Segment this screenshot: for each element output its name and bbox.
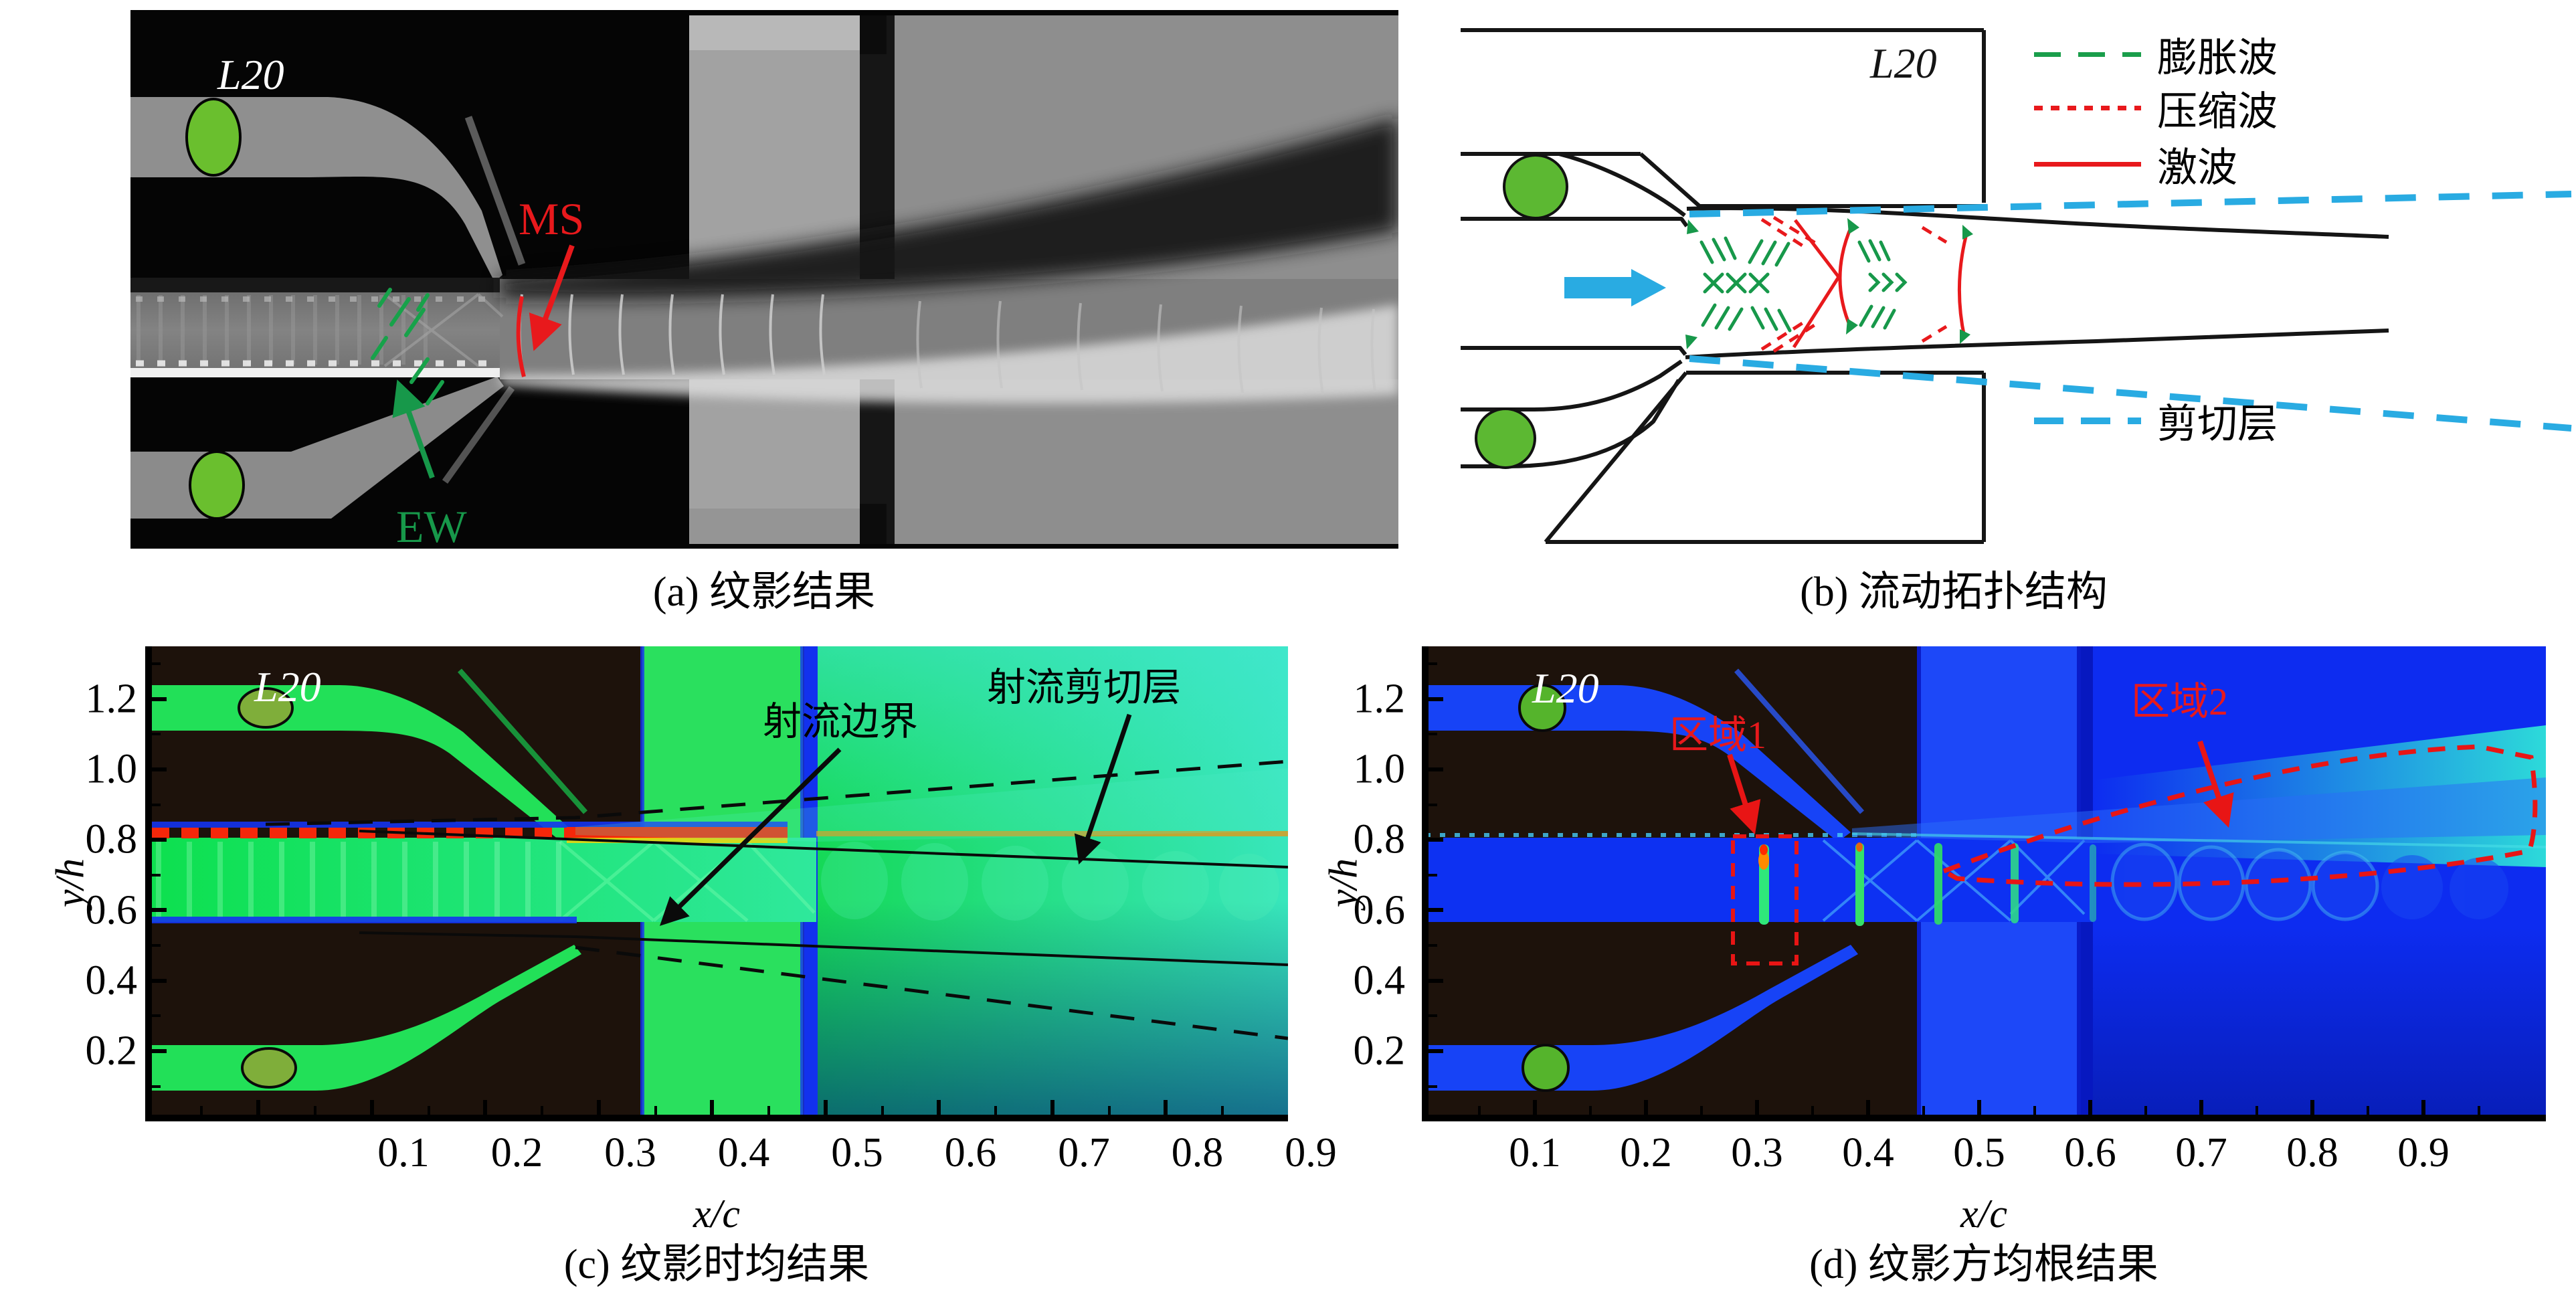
- shock-wave-label: 激波: [2157, 146, 2237, 190]
- ms-arrow: [529, 244, 575, 351]
- panel-c-y-tick-labels-1: 1.0: [85, 746, 138, 792]
- panel-c-y-tick-labels-4: 0.4: [85, 957, 138, 1004]
- panel-c-x-tick-labels-3: 0.4: [717, 1130, 770, 1176]
- panel-b-topology-diagram: [1461, 28, 2572, 544]
- panel-a-inset-label: L20: [217, 51, 284, 98]
- contour-d-nozzle-blocks: [1422, 668, 1864, 1092]
- contour-c-top-cyan: [816, 646, 1288, 847]
- expansion-wave-marks: [1699, 236, 1908, 333]
- compression-wave-line-sample: [2034, 106, 2141, 110]
- panel-d-x-tick-labels-4: 0.5: [1953, 1130, 2005, 1176]
- compression-wave-red-dashes: [1760, 215, 1948, 353]
- contour-d-axes-spines: [1422, 646, 2546, 1121]
- panel-b-inset-label: L20: [1870, 39, 1937, 87]
- contour-c-nozzle-blocks: [145, 668, 587, 1091]
- panel-d-x-tick-labels-1: 0.2: [1620, 1130, 1672, 1176]
- panel-c-x-tick-labels-6: 0.7: [1058, 1130, 1110, 1176]
- panel-c-xlabel: x/c: [693, 1192, 740, 1236]
- panel-c-y-tick-labels-0: 1.2: [85, 676, 138, 722]
- legend-item-compression-wave: 压缩波: [2034, 79, 2278, 137]
- compression-wave-label: 压缩波: [2157, 90, 2278, 134]
- panel-c-x-tick-labels-0: 0.1: [377, 1130, 430, 1176]
- panel-c-x-tick-labels-7: 0.8: [1171, 1130, 1224, 1176]
- panel-d-inset-label: L20: [1532, 664, 1599, 712]
- panel-c-y-tick-labels-5: 0.2: [85, 1028, 138, 1074]
- panel-c-x-tick-labels-8: 0.9: [1285, 1130, 1337, 1176]
- wave-tip-arrowheads: [1685, 218, 1973, 349]
- mach-stem-red-line: [516, 296, 526, 377]
- lower-insert-circle: [1475, 407, 1536, 469]
- panel-d-ylabel: y/h: [1321, 858, 1366, 908]
- panel-a-caption: (a) 纹影结果: [652, 569, 876, 615]
- panel-d-x-tick-labels-2: 0.3: [1731, 1130, 1783, 1176]
- contour-c-axes-spines: [145, 646, 1288, 1121]
- panel-d-y-tick-labels-4: 0.4: [1353, 957, 1406, 1004]
- shock-wave-line-sample: [2034, 162, 2141, 167]
- flow-direction-arrow: [1564, 269, 1666, 306]
- contour-c-jet: [145, 768, 1288, 923]
- shear-layer-line-sample: [2034, 417, 2141, 424]
- panel-a-ms-label: MS: [519, 193, 585, 244]
- panel-d-y-tick-labels-1: 1.0: [1353, 746, 1406, 792]
- expansion-wave-label: 膨胀波: [2157, 36, 2278, 80]
- upper-insert-circle: [1503, 154, 1568, 219]
- panel-c-x-tick-labels-4: 0.5: [831, 1130, 883, 1176]
- expansion-wave-line-sample: [2034, 52, 2141, 57]
- ew-arrow: [392, 379, 435, 479]
- contour-c-bottom-shade: [816, 901, 1288, 1121]
- panel-d-caption: (d) 纹影方均根结果: [1809, 1242, 2158, 1287]
- jet-boundary-label: 射流边界: [763, 700, 919, 743]
- region2-label: 区域2: [2131, 680, 2229, 723]
- contour-c-boundary-lines: [265, 759, 1288, 1040]
- shear-layer-dashed-lines: [1689, 191, 2572, 432]
- panel-c-ylabel: y/h: [48, 858, 92, 908]
- region1-label: 区域1: [1669, 713, 1767, 757]
- panel-d-contour: [1422, 646, 2546, 1121]
- panel-d-x-tick-labels-8: 0.9: [2397, 1130, 2450, 1176]
- jet-shear-layer-label: 射流剪切层: [987, 666, 1182, 709]
- panel-c-caption: (c) 纹影时均结果: [563, 1242, 870, 1287]
- panel-d-xlabel: x/c: [1960, 1192, 2007, 1236]
- schlieren-shock-cells: [518, 294, 1376, 395]
- panel-d-y-tick-labels-5: 0.2: [1353, 1028, 1406, 1074]
- legend-item-shock-wave: 激波: [2034, 135, 2237, 193]
- panel-d-x-tick-labels-5: 0.6: [2064, 1130, 2116, 1176]
- panel-a-schlieren-image: [130, 10, 1398, 549]
- contour-d-rms-streaks: [1758, 842, 2096, 926]
- region1-dashed-box: [1731, 834, 1799, 965]
- panel-d-x-tick-labels-7: 0.8: [2286, 1130, 2338, 1176]
- panel-a-ew-label: EW: [396, 501, 467, 552]
- wind-tunnel-walls: [1461, 28, 2389, 544]
- contour-c-annotation-arrows: [660, 713, 1132, 926]
- panel-d-x-tick-labels-0: 0.1: [1509, 1130, 1561, 1176]
- legend-item-shear-layer: 剪切层: [2034, 391, 2278, 450]
- shear-layer-label: 剪切层: [2157, 402, 2278, 446]
- panel-c-x-tick-labels-2: 0.3: [604, 1130, 656, 1176]
- panel-d-x-tick-labels-3: 0.4: [1842, 1130, 1894, 1176]
- panel-b-caption: (b) 流动拓扑结构: [1800, 569, 2108, 615]
- panel-c-x-tick-labels-1: 0.2: [490, 1130, 543, 1176]
- panel-c-x-tick-labels-5: 0.6: [944, 1130, 997, 1176]
- region2-dashed-outline: [1938, 744, 2538, 887]
- panel-c-contour: [145, 646, 1288, 1121]
- schlieren-wake-and-shear-bands: [500, 117, 1398, 403]
- contour-d-bottom-shade: [2093, 927, 2546, 1121]
- panel-d-x-tick-labels-6: 0.7: [2175, 1130, 2227, 1176]
- legend-item-expansion-wave: 膨胀波: [2034, 25, 2278, 84]
- shock-wave-red-lines: [1792, 219, 1969, 349]
- contour-d-annotation-arrows: [1727, 740, 2234, 835]
- panel-d-y-tick-labels-0: 1.2: [1353, 676, 1406, 722]
- panel-c-inset-label: L20: [254, 663, 321, 711]
